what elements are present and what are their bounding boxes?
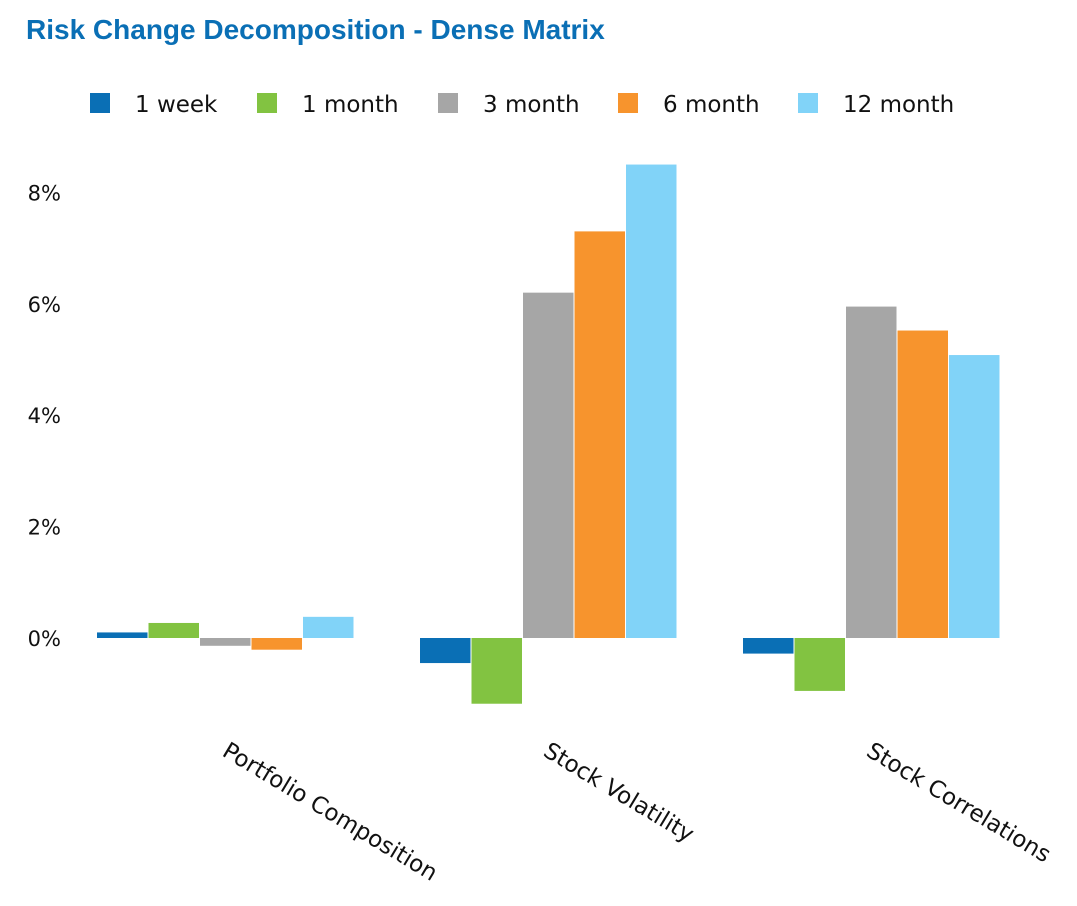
bar-4-cat-1 (251, 638, 302, 650)
bar-4-cat-3 (897, 330, 948, 638)
y-axis: 0% 2% 4% 6% 8% (28, 181, 61, 651)
legend-label-1: 1 week (135, 92, 218, 118)
y-tick-label: 8% (28, 181, 61, 205)
legend-label-5: 12 month (843, 92, 954, 118)
x-tick-label-3: Stock Correlations (862, 738, 1055, 868)
bar-1-cat-1 (97, 632, 148, 638)
legend-swatch-5 (798, 93, 818, 113)
bars (97, 164, 1000, 704)
bar-3-cat-2 (523, 292, 574, 638)
y-tick-label: 4% (28, 404, 61, 428)
x-tick-label-1: Portfolio Composition (218, 738, 442, 887)
bar-2-cat-3 (794, 638, 845, 691)
x-axis: Portfolio Composition Stock Volatility Sto… (218, 738, 1055, 887)
y-tick-label: 2% (28, 516, 61, 540)
bar-4-cat-2 (574, 231, 625, 638)
bar-2-cat-1 (148, 622, 199, 638)
legend-swatch-2 (257, 93, 277, 113)
legend-swatch-1 (90, 93, 110, 113)
chart-title: Risk Change Decomposition - Dense Matrix (26, 14, 605, 45)
legend-label-4: 6 month (663, 92, 760, 118)
bar-5-cat-3 (949, 355, 1000, 638)
y-tick-label: 0% (28, 627, 61, 651)
y-tick-label: 6% (28, 293, 61, 317)
bar-1-cat-2 (420, 638, 471, 664)
bar-3-cat-1 (200, 638, 251, 646)
bar-2-cat-2 (471, 638, 522, 704)
bar-5-cat-2 (626, 164, 677, 639)
legend-label-3: 3 month (483, 92, 580, 118)
legend-swatch-4 (618, 93, 638, 113)
legend-label-2: 1 month (302, 92, 399, 118)
legend-swatch-3 (438, 93, 458, 113)
bar-5-cat-1 (303, 616, 354, 638)
x-tick-label-2: Stock Volatility (539, 738, 698, 848)
bar-3-cat-3 (846, 306, 897, 638)
bar-1-cat-3 (743, 638, 794, 654)
legend: 1 week 1 month 3 month 6 month 12 month (90, 92, 954, 118)
